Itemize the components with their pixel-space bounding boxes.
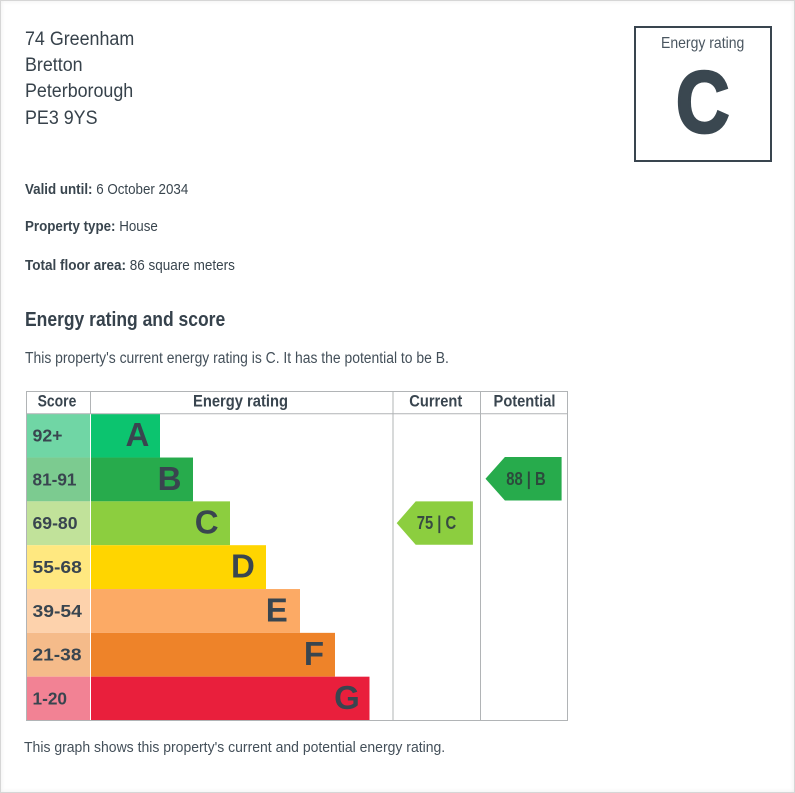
svg-text:A: A bbox=[125, 416, 149, 453]
svg-text:C: C bbox=[195, 504, 219, 541]
svg-text:21-38: 21-38 bbox=[33, 645, 82, 665]
svg-text:B: B bbox=[158, 460, 182, 497]
svg-text:92+: 92+ bbox=[33, 426, 63, 446]
svg-text:Potential: Potential bbox=[494, 392, 556, 410]
svg-text:E: E bbox=[266, 591, 288, 628]
svg-text:69-80: 69-80 bbox=[33, 513, 78, 533]
svg-text:Energy rating: Energy rating bbox=[193, 392, 288, 410]
svg-text:Score: Score bbox=[38, 392, 77, 410]
svg-text:D: D bbox=[231, 548, 255, 585]
svg-text:F: F bbox=[304, 635, 324, 672]
svg-text:G: G bbox=[334, 679, 360, 716]
svg-text:81-91: 81-91 bbox=[33, 469, 77, 489]
svg-text:88 | B: 88 | B bbox=[506, 468, 546, 489]
svg-text:Current: Current bbox=[409, 392, 462, 410]
svg-text:39-54: 39-54 bbox=[33, 601, 83, 621]
svg-text:55-68: 55-68 bbox=[33, 557, 83, 577]
svg-text:75 | C: 75 | C bbox=[417, 512, 457, 533]
svg-text:1-20: 1-20 bbox=[33, 688, 68, 708]
